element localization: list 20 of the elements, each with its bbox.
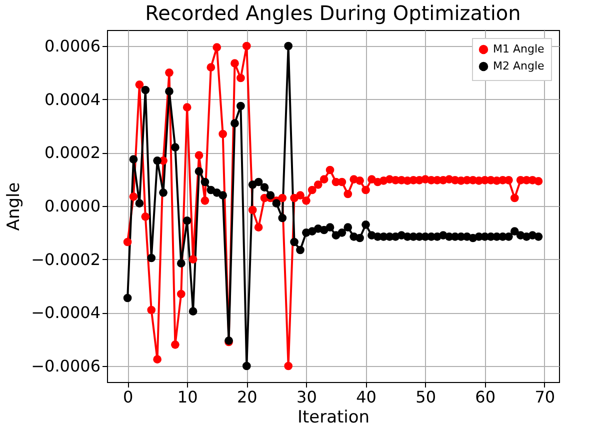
x-axis-title: Iteration (297, 408, 370, 428)
x-tick-label: 50 (416, 388, 436, 406)
y-tick-label: −0.0006 (31, 356, 100, 376)
y-tick-label: −0.0002 (31, 250, 100, 269)
x-tick-label: 0 (122, 388, 134, 406)
y-tick-label: 0.0004 (44, 90, 100, 109)
x-tick-label: 10 (177, 388, 198, 406)
y-tick-label: 0.0006 (44, 36, 100, 56)
y-tick-label: 0.0002 (44, 143, 100, 162)
legend-label: M1 Angle (493, 42, 545, 56)
x-tick-label: 60 (475, 388, 496, 406)
x-tick-label: 20 (236, 388, 258, 406)
legend-label: M2 Angle (493, 60, 545, 72)
x-tick-label: 40 (356, 388, 376, 406)
y-axis-title: Angle (4, 182, 24, 231)
x-tick-label: 30 (296, 388, 317, 406)
y-tick-label: 0.0000 (44, 196, 100, 216)
chart-title: Recorded Angles During Optimization (145, 1, 521, 25)
y-tick-label: −0.0004 (31, 303, 100, 322)
x-tick-label: 70 (534, 388, 556, 406)
